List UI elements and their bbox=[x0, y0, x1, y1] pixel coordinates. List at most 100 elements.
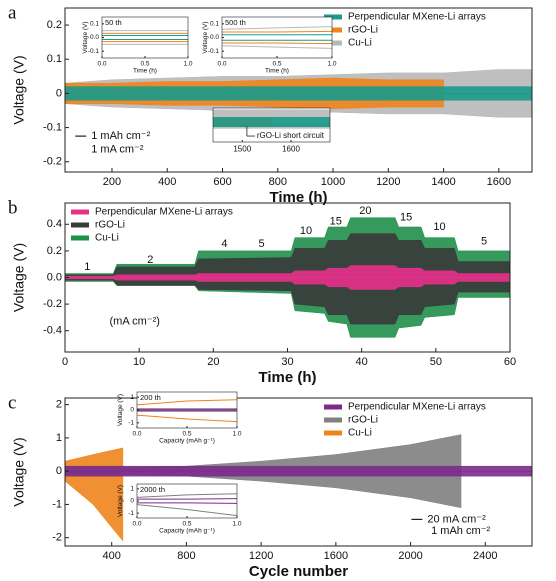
inset-title: 50 th bbox=[105, 18, 122, 27]
x-tick-label: 0.0 bbox=[97, 61, 106, 68]
x-tick-label: 1200 bbox=[249, 550, 273, 562]
y-tick-label: 0 bbox=[130, 407, 134, 414]
y-tick-label: 0.1 bbox=[210, 21, 219, 28]
x-tick-label: 0.0 bbox=[217, 61, 226, 68]
y-tick-label: -0.4 bbox=[43, 325, 62, 337]
y-tick-label: 0.1 bbox=[90, 21, 99, 28]
axes-frame bbox=[64, 7, 533, 173]
y-axis-label: Voltage (V) bbox=[117, 485, 124, 517]
x-tick-label: 1600 bbox=[282, 144, 300, 153]
x-axis-label: Time (h) bbox=[258, 369, 316, 386]
y-tick-label: -1 bbox=[128, 510, 134, 517]
annotation: (mA cm⁻²) bbox=[110, 315, 160, 327]
voltage-band bbox=[65, 470, 532, 477]
x-tick-label: 1.0 bbox=[232, 431, 241, 438]
legend-label: Perpendicular MXene-Li arrays bbox=[348, 402, 486, 413]
inset-background bbox=[222, 17, 332, 58]
legend-label: rGO-Li bbox=[348, 415, 378, 426]
x-tick-label: 0.5 bbox=[182, 431, 191, 438]
voltage-line bbox=[222, 42, 332, 45]
x-tick-label: 1.0 bbox=[232, 521, 241, 528]
voltage-band bbox=[65, 465, 532, 472]
voltage-band bbox=[65, 470, 462, 509]
x-axis-label: Time (h) bbox=[265, 68, 289, 75]
voltage-band bbox=[65, 93, 532, 101]
annotation: 10 bbox=[433, 221, 445, 233]
legend-label: Perpendicular MXene-Li arrays bbox=[95, 207, 233, 218]
voltage-band bbox=[65, 434, 462, 472]
x-tick-label: 1600 bbox=[324, 550, 348, 562]
x-tick-label: 0 bbox=[62, 356, 68, 368]
x-tick-label: 600 bbox=[213, 176, 231, 188]
annotation: 1 mAh cm⁻² bbox=[431, 525, 490, 537]
legend-label: Cu-Li bbox=[95, 233, 119, 244]
y-tick-label: 0 bbox=[56, 465, 62, 477]
y-tick-label: 0.0 bbox=[47, 271, 62, 283]
x-tick-label: 40 bbox=[356, 356, 368, 368]
plot-area bbox=[222, 26, 332, 49]
annotation: 10 bbox=[300, 225, 312, 237]
y-tick-label: -0.2 bbox=[43, 156, 62, 168]
y-tick-label: -0.1 bbox=[43, 121, 62, 133]
annotation: 1 mAh cm⁻² bbox=[91, 130, 150, 142]
panel-label: b bbox=[8, 197, 18, 218]
x-tick-label: 2400 bbox=[473, 550, 497, 562]
y-tick-label: 1 bbox=[130, 394, 134, 401]
panel-label: a bbox=[8, 2, 17, 23]
plot-area bbox=[102, 30, 188, 45]
y-tick-label: -0.1 bbox=[208, 48, 220, 55]
voltage-line bbox=[137, 502, 237, 504]
y-tick-label: 1 bbox=[56, 432, 62, 444]
x-tick-label: 1200 bbox=[376, 176, 400, 188]
y-tick-label: -1 bbox=[52, 498, 62, 510]
x-tick-label: 60 bbox=[504, 356, 516, 368]
plot-area bbox=[213, 109, 330, 129]
y-tick-label: 0.0 bbox=[90, 34, 99, 41]
x-tick-label: 1.0 bbox=[327, 61, 336, 68]
voltage-band bbox=[65, 277, 510, 290]
inset-background bbox=[137, 484, 237, 518]
y-axis-label: Voltage (V) bbox=[11, 55, 27, 124]
y-tick-label: 0.1 bbox=[47, 53, 62, 65]
y-axis-label: Voltage (V) bbox=[11, 437, 27, 506]
x-tick-label: 0.0 bbox=[132, 521, 141, 528]
x-axis-label: Capacity (mAh g⁻¹) bbox=[159, 438, 215, 445]
x-tick-label: 0.5 bbox=[182, 521, 191, 528]
x-tick-label: 2000 bbox=[398, 550, 422, 562]
y-tick-label: -0.2 bbox=[43, 298, 62, 310]
annotation: 15 bbox=[330, 216, 342, 228]
x-tick-label: 0.5 bbox=[140, 61, 149, 68]
x-axis-label: Capacity (mAh g⁻¹) bbox=[159, 528, 215, 535]
panel-label: c bbox=[8, 392, 16, 413]
y-tick-label: 0.0 bbox=[210, 34, 219, 41]
y-tick-label: 0.2 bbox=[47, 19, 62, 31]
voltage-band bbox=[65, 86, 532, 94]
y-tick-label: -0.1 bbox=[88, 48, 100, 55]
inset-title: 2000 th bbox=[140, 485, 165, 494]
plot-area bbox=[65, 434, 532, 542]
inset-background bbox=[102, 17, 188, 58]
x-axis-label: Time (h) bbox=[133, 68, 157, 75]
legend-label: rGO-Li bbox=[348, 25, 378, 36]
voltage-line bbox=[137, 504, 237, 517]
x-tick-label: 1600 bbox=[487, 176, 511, 188]
x-tick-label: 30 bbox=[281, 356, 293, 368]
x-tick-label: 1500 bbox=[233, 144, 251, 153]
y-tick-label: 2 bbox=[56, 399, 62, 411]
plot-area bbox=[65, 69, 532, 118]
y-axis-label: Voltage (V) bbox=[117, 394, 124, 426]
axes-frame bbox=[212, 107, 331, 143]
annotation: 5 bbox=[481, 235, 487, 247]
plot-area bbox=[137, 493, 237, 517]
x-axis-label: Cycle number bbox=[249, 563, 348, 580]
x-tick-label: 400 bbox=[158, 176, 176, 188]
y-tick-label: 0.2 bbox=[47, 245, 62, 257]
x-tick-label: 0.5 bbox=[272, 61, 281, 68]
x-tick-label: 1.0 bbox=[183, 61, 192, 68]
annotation: 1 bbox=[84, 261, 90, 273]
x-tick-label: 800 bbox=[177, 550, 195, 562]
annotation: 20 bbox=[359, 205, 371, 217]
x-tick-label: 50 bbox=[430, 356, 442, 368]
x-axis-label: Time (h) bbox=[269, 189, 327, 206]
